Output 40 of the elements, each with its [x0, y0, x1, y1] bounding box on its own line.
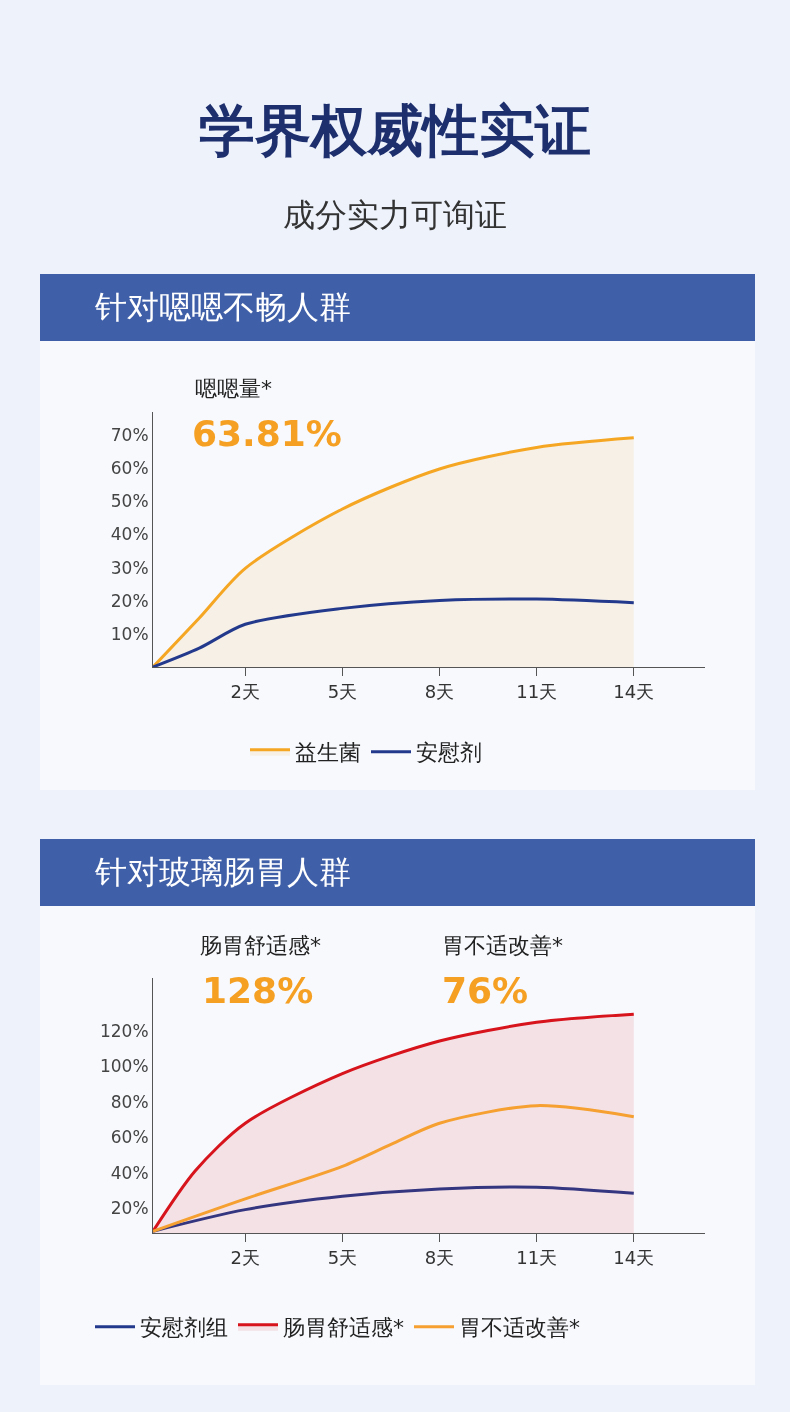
y-tick-label: 20%	[110, 590, 149, 611]
x-tick-label: 14天	[613, 1246, 655, 1268]
y-tick-label: 100%	[99, 1056, 149, 1077]
y-tick-label: 60%	[110, 1127, 149, 1148]
legend-label: 安慰剂组	[140, 1315, 228, 1341]
chart-title: 针对玻璃肠胃人群	[94, 853, 351, 891]
y-tick-label: 40%	[110, 1162, 149, 1183]
text: 针对嗯嗯不畅人群	[94, 288, 351, 326]
annotation: 76%	[442, 970, 529, 1011]
chart-subtitle: 成分实力可询证	[283, 196, 507, 234]
y-tick-label: 20%	[110, 1198, 149, 1219]
x-tick-label: 5天	[327, 1246, 358, 1268]
x-tick-label: 2天	[230, 1246, 260, 1268]
x-tick-label: 8天	[424, 680, 455, 702]
legend-label: 胃不适改善*	[459, 1315, 580, 1341]
y-tick-label: 120%	[99, 1021, 149, 1042]
legend-label: 益生菌	[295, 740, 361, 766]
y-tick-label: 80%	[110, 1091, 149, 1112]
line-series	[153, 597, 636, 667]
x-tick-label: 14天	[613, 680, 655, 702]
y-tick-label: 10%	[110, 623, 149, 644]
y-tick-label: 30%	[110, 557, 149, 578]
x-tick-label: 11天	[516, 1246, 558, 1268]
y-tick-label: 50%	[110, 491, 149, 512]
text: 嗯嗯量*	[195, 376, 272, 401]
annotation: 63.81%	[192, 413, 342, 454]
legend-label: 安慰剂	[416, 740, 482, 766]
x-tick-label: 5天	[327, 680, 358, 702]
line-series	[153, 1104, 636, 1233]
text: 胃不适改善*	[442, 933, 563, 958]
y-tick-label: 70%	[110, 425, 149, 446]
x-tick-label: 2天	[230, 680, 260, 702]
text: 肠胃舒适感*	[200, 933, 321, 958]
annotation: 128%	[202, 970, 314, 1011]
y-tick-label: 40%	[110, 524, 149, 545]
chart-title: 学界权威性实证	[199, 98, 591, 163]
legend-label: 肠胃舒适感*	[283, 1315, 404, 1341]
x-tick-label: 11天	[516, 680, 558, 702]
y-tick-label: 60%	[110, 458, 149, 479]
x-tick-label: 8天	[424, 1246, 455, 1268]
